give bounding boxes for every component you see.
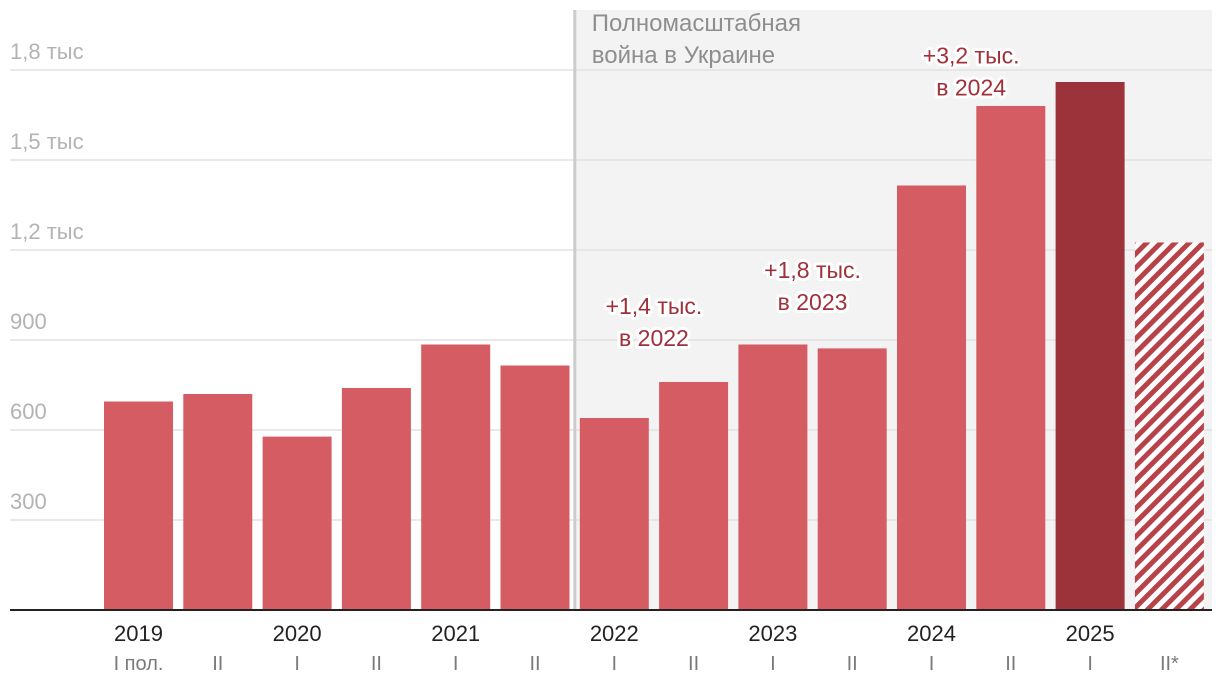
x-half-label: II — [529, 653, 540, 675]
bar — [579, 418, 649, 610]
x-half-label: I — [453, 653, 459, 675]
bar-projected — [1134, 242, 1204, 610]
bar — [976, 106, 1046, 610]
annotation-line: +1,8 тыс. — [764, 257, 861, 283]
x-year-label: 2023 — [748, 621, 797, 646]
x-year-label: 2020 — [273, 621, 322, 646]
bar — [897, 185, 966, 610]
war-label-line: война в Украине — [592, 42, 775, 69]
x-half-label: I — [294, 653, 300, 675]
x-year-label: 2025 — [1066, 621, 1115, 646]
x-half-label: I пол. — [114, 653, 164, 675]
annotation-line: +3,2 тыс. — [923, 43, 1020, 69]
bar — [817, 348, 887, 610]
x-half-label: II — [212, 653, 223, 675]
bar — [659, 382, 729, 610]
annotation-line: в 2022 — [619, 325, 689, 351]
y-tick-label: 900 — [10, 309, 47, 334]
y-tick-label: 600 — [10, 399, 47, 424]
annotation-line: в 2023 — [778, 289, 848, 315]
x-year-label: 2019 — [114, 621, 163, 646]
annotations: +1,4 тыс. в 2022 +1,8 тыс. в 2023 +3,2 тыс. в… — [603, 40, 1023, 355]
x-half-label: II* — [1160, 653, 1179, 675]
y-tick-label: 1,2 тыс — [10, 219, 84, 244]
y-tick-label: 300 — [10, 489, 47, 514]
bar — [104, 401, 173, 610]
bars — [104, 82, 1204, 610]
bar — [421, 344, 491, 610]
war-period-label: Полномасштабная война в Украине — [592, 10, 801, 69]
y-axis-ticks: 300 600 900 1,2 тыс 1,5 тыс 1,8 тыс — [10, 39, 84, 514]
x-half-label: II — [1005, 653, 1016, 675]
x-half-label: I — [770, 653, 776, 675]
y-tick-label: 1,5 тыс — [10, 129, 84, 154]
bar — [183, 394, 253, 610]
x-half-label: II — [371, 653, 382, 675]
x-year-label: 2024 — [907, 621, 956, 646]
x-half-label: I — [929, 653, 935, 675]
x-half-label: I — [612, 653, 618, 675]
bar — [500, 365, 570, 610]
bar — [738, 344, 808, 610]
annotation-line: +1,4 тыс. — [606, 293, 703, 319]
x-half-label: II — [688, 653, 699, 675]
x-year-label: 2021 — [431, 621, 480, 646]
y-tick-label: 1,8 тыс — [10, 39, 84, 64]
x-year-label: 2022 — [590, 621, 639, 646]
war-label-line: Полномасштабная — [592, 10, 801, 37]
bar — [262, 436, 332, 610]
bar — [1055, 82, 1125, 610]
x-half-label: I — [1087, 653, 1093, 675]
bar — [341, 388, 411, 610]
annotation-line: в 2024 — [936, 75, 1006, 101]
x-half-label: II — [847, 653, 858, 675]
